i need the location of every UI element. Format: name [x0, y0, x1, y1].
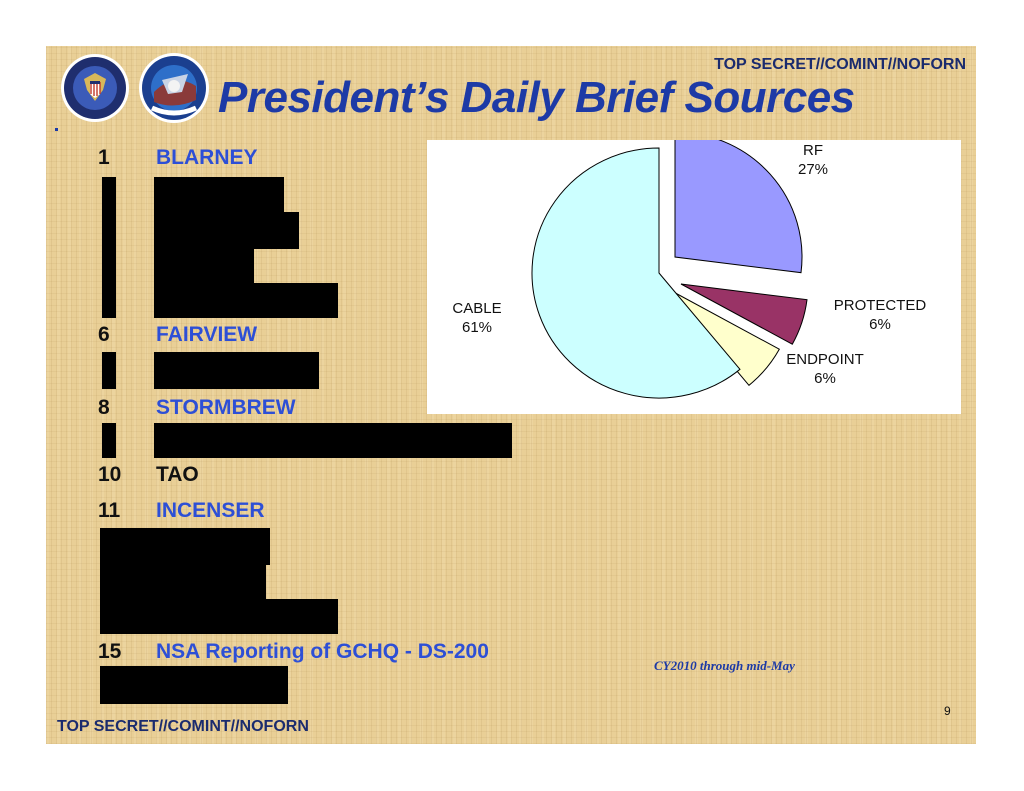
source-number: 10: [98, 463, 122, 486]
redaction-bar: [100, 599, 338, 634]
source-number: 1: [98, 146, 110, 169]
slice-label: CABLE: [452, 300, 501, 317]
slice-value-label: 6%: [869, 316, 891, 333]
source-name: NSA Reporting of GCHQ - DS-200: [156, 640, 489, 663]
source-number: 8: [98, 396, 110, 419]
special-source-operations-logo: [139, 53, 209, 123]
source-name: INCENSER: [156, 499, 265, 522]
redaction-bar: [154, 212, 299, 249]
slice-value-label: 6%: [814, 370, 836, 387]
slice-value-label: 61%: [462, 319, 492, 336]
redaction-bar: [102, 352, 116, 389]
source-number: 6: [98, 323, 110, 346]
source-number: 11: [98, 499, 121, 522]
pie-chart: RF 27% PROTECTED 6% ENDPOINT 6% CABLE 61%: [452, 140, 927, 399]
pie-slice-protected: [680, 283, 808, 345]
slide-title: President’s Daily Brief Sources: [218, 73, 855, 122]
redaction-bar: [100, 666, 288, 704]
source-name: FAIRVIEW: [156, 323, 258, 346]
pie-slice-endpoint: [667, 288, 780, 387]
source-number: 15: [98, 640, 122, 663]
slide: TOP SECRET//COMINT//NOFORN President’s D…: [46, 46, 976, 744]
pie-slice-cable: [531, 147, 741, 399]
source-name: BLARNEY: [156, 146, 258, 169]
bullet-dot: [55, 128, 58, 131]
slice-value-label: 27%: [798, 161, 828, 178]
redaction-bar: [154, 283, 338, 318]
redaction-bar: [100, 565, 266, 599]
slice-label: ENDPOINT: [786, 351, 864, 368]
pie-slice-rf: [674, 140, 803, 274]
redaction-bar: [102, 177, 116, 318]
redaction-bar: [102, 423, 116, 458]
nsa-seal-logo: [61, 54, 129, 122]
redaction-bar: [154, 177, 284, 212]
classification-banner-top: TOP SECRET//COMINT//NOFORN: [714, 56, 966, 73]
source-name: STORMBREW: [156, 396, 296, 419]
page-number: 9: [944, 704, 951, 718]
redaction-bar: [154, 423, 512, 458]
pie-chart-panel: RF 27% PROTECTED 6% ENDPOINT 6% CABLE 61%: [427, 140, 961, 414]
slice-label: RF: [803, 142, 823, 159]
redaction-bar: [100, 528, 270, 565]
classification-banner-bottom: TOP SECRET//COMINT//NOFORN: [57, 718, 309, 735]
date-range-note: CY2010 through mid-May: [654, 658, 795, 673]
redaction-bar: [154, 352, 319, 389]
slice-label: PROTECTED: [834, 297, 927, 314]
redaction-bar: [154, 249, 254, 283]
source-name: TAO: [156, 463, 199, 486]
